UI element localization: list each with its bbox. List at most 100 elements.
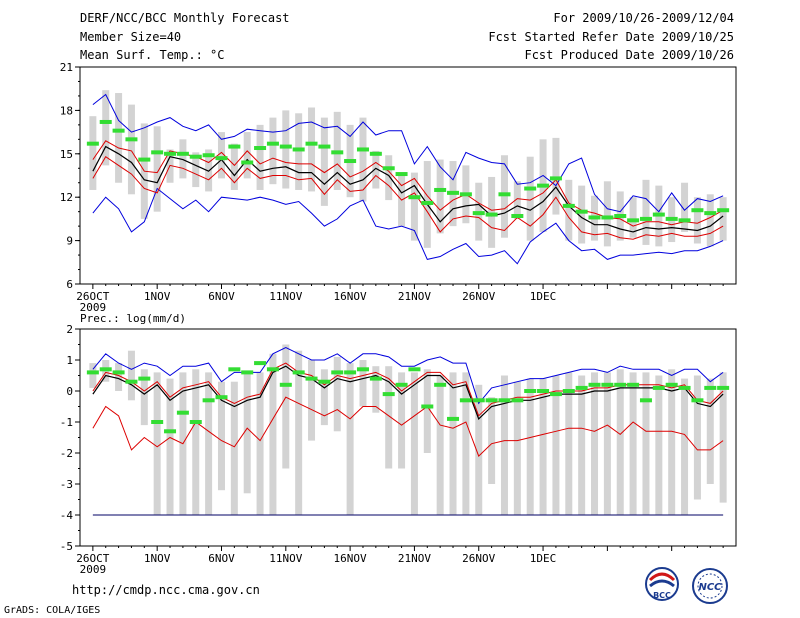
temp-obs-marker [652,212,665,217]
prec-obs-marker [254,361,267,366]
prec-spread-box [295,350,303,515]
temp-obs-marker [202,153,215,158]
prec-spread-box [140,369,148,426]
prec-spread-box [655,375,663,515]
temp-outer-low-line [92,187,724,265]
prec-spread-box [475,384,483,515]
prec-obs-marker [202,398,215,403]
prec-spread-box [115,363,123,391]
temp-obs-marker [472,211,485,216]
prec-obs-marker [266,367,279,372]
prec-ytick-label: -4 [60,509,74,522]
prec-spread-box [539,378,547,515]
temp-obs-marker [369,151,382,156]
prec-obs-marker [86,370,99,375]
prec-spread-box [166,378,174,515]
temp-outer-high-line [92,93,724,213]
prec-spread-box [372,366,380,413]
temp-plot-frame [79,66,737,285]
prec-outer-high-line [92,347,724,405]
prec-ytick-label: 0 [66,385,73,398]
temp-spread-box [385,155,393,201]
prec-obs-marker [485,398,498,403]
temp-spread-box [693,197,701,244]
temp-spread-box [179,139,187,179]
temp-obs-marker [447,190,460,195]
prec-xtick-label: 16NOV [334,552,367,565]
temp-obs-marker [112,128,125,133]
temp-obs-marker [138,157,151,162]
temp-obs-marker [382,166,395,171]
prec-spread-box [552,375,560,515]
temp-spread-box [681,182,689,232]
temp-xtick-label: 1NOV [144,290,171,303]
prec-spread-box [681,378,689,515]
prec-ytick-label: 2 [66,323,73,336]
temp-ytick-label: 21 [60,61,73,74]
prec-obs-marker [344,370,357,375]
prec-obs-marker [472,398,485,403]
temp-spread-box [500,155,508,238]
prec-spread-box [385,366,393,469]
prec-spread-box [269,353,277,515]
variable-label: Mean Surf. Temp.: °C [80,48,225,62]
temp-obs-marker [588,215,601,220]
logos: BCC NCC [645,567,728,604]
ncc-logo-text: NCC [698,582,722,593]
temp-obs-marker [408,195,421,200]
temp-spread-box [217,132,225,179]
temp-spread-box [153,126,161,212]
prec-spread-box [230,381,238,515]
temp-spread-box [282,110,290,189]
prec-obs-marker [575,385,588,390]
temp-spread-box [320,117,328,206]
prec-spread-box [192,369,200,515]
prec-xtick-label: 6NOV [208,552,235,565]
ncc-logo: NCC [692,568,728,604]
temp-inner-low-line [92,155,724,240]
chart-title: DERF/NCC/BCC Monthly Forecast [80,11,290,25]
prec-obs-marker [562,389,575,393]
temp-obs-marker [717,208,730,213]
prec-spread-box [449,372,457,515]
temp-obs-marker [678,218,691,223]
temp-spread-box [359,117,367,202]
temp-xtick-year: 2009 [80,301,107,314]
prec-obs-marker [112,370,125,375]
prec-obs-marker [691,398,704,403]
temp-spread-box [642,179,650,245]
prec-spread-box [217,381,225,491]
prec-obs-marker [164,429,177,434]
prec-spread-box [526,378,534,515]
temp-obs-marker [241,160,254,165]
temp-spread-box [102,90,110,166]
temp-obs-marker [318,144,331,149]
temp-spread-box [243,132,251,179]
source-url[interactable]: http://cmdp.ncc.cma.gov.cn [72,583,260,597]
prec-obs-marker [524,389,537,393]
temp-obs-marker [305,141,318,146]
bcc-logo: BCC [645,567,679,601]
prec-spread-box [243,372,251,494]
temp-spread-box [230,143,238,190]
forecast-period: For 2009/10/26-2009/12/04 [553,11,734,25]
prec-spread-box [282,344,290,469]
temp-obs-marker [691,208,704,213]
temp-obs-marker [151,150,164,155]
prec-spread-box [668,369,676,515]
prec-spread-box [308,360,316,441]
prec-obs-marker [331,370,344,375]
prec-spread-box [423,369,431,453]
temp-ytick-label: 9 [66,235,73,248]
temp-spread-box [295,113,303,190]
bcc-logo-text: BCC [653,591,671,600]
temp-xtick-label: 6NOV [208,290,235,303]
prec-ensemble-mean-line [92,365,724,420]
temp-xtick-label: 21NOV [398,290,431,303]
prec-obs-marker [421,404,434,409]
temp-obs-marker [189,154,202,159]
temp-obs-marker [421,200,434,205]
prec-obs-marker [189,420,202,424]
temp-obs-marker [704,211,717,216]
temp-spread-box [398,175,406,227]
